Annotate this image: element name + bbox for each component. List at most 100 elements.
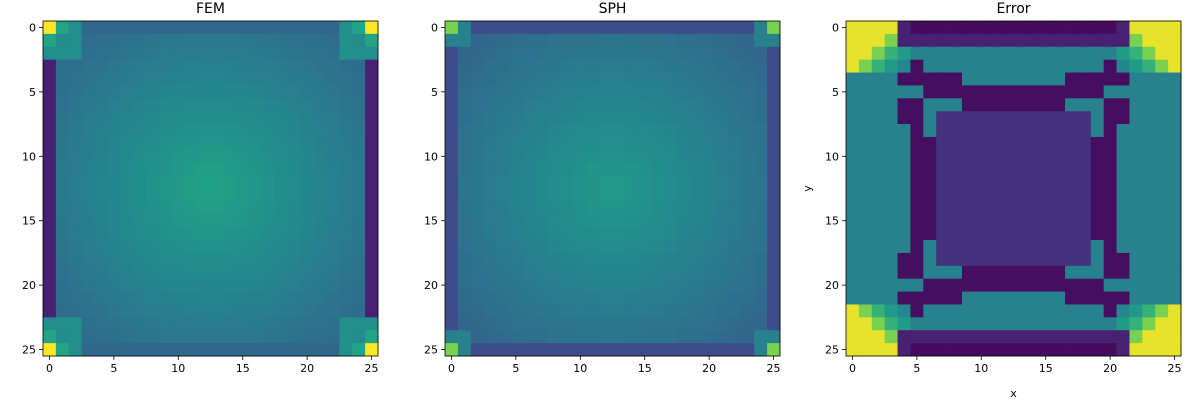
- heatmap-cell: [1103, 72, 1117, 86]
- heatmap-cell: [184, 124, 199, 138]
- heatmap-cell: [158, 98, 173, 112]
- heatmap-cell: [1026, 85, 1040, 99]
- heatmap-cell: [573, 21, 588, 35]
- heatmap-cell: [184, 111, 199, 125]
- heatmap-cell: [68, 278, 83, 292]
- heatmap-cell: [599, 162, 613, 177]
- heatmap-cell: [910, 278, 924, 292]
- heatmap-cell: [974, 240, 989, 254]
- heatmap-cell: [871, 330, 886, 344]
- heatmap-cell: [470, 21, 485, 35]
- heatmap-cell: [262, 240, 276, 254]
- heatmap-cell: [702, 240, 716, 254]
- heatmap-cell: [339, 136, 353, 151]
- heatmap-cell: [741, 343, 755, 357]
- heatmap-cell: [107, 278, 121, 292]
- heatmap-cell: [625, 317, 639, 331]
- heatmap-cell: [560, 59, 575, 73]
- heatmap-cell: [81, 149, 95, 164]
- heatmap-cell: [1142, 343, 1156, 357]
- heatmap-cell: [884, 136, 898, 151]
- heatmap-cell: [210, 46, 224, 61]
- heatmap-cell: [184, 330, 199, 344]
- heatmap-cell: [949, 111, 963, 125]
- heatmap-cell: [754, 46, 768, 61]
- heatmap-cell: [120, 33, 134, 48]
- heatmap-cell: [352, 330, 366, 344]
- heatmap-cell: [689, 136, 704, 151]
- heatmap-cell: [884, 162, 898, 177]
- heatmap-cell: [457, 59, 472, 73]
- heatmap-cell: [910, 149, 924, 164]
- heatmap-cell: [1052, 304, 1066, 318]
- heatmap-cell: [858, 162, 873, 177]
- heatmap-cell: [68, 149, 83, 164]
- heatmap-cell: [120, 21, 134, 35]
- heatmap-cell: [287, 317, 302, 331]
- heatmap-cell: [313, 124, 327, 138]
- heatmap-cell: [974, 317, 989, 331]
- heatmap-cell: [586, 188, 601, 202]
- heatmap-cell: [560, 201, 575, 215]
- heatmap-cell: [496, 175, 510, 189]
- heatmap-cell: [586, 278, 601, 292]
- heatmap-cell: [483, 59, 497, 73]
- heatmap-cell: [923, 162, 937, 177]
- heatmap-cell: [210, 343, 224, 357]
- heatmap-cell: [1129, 214, 1143, 228]
- heatmap-cell: [1090, 227, 1105, 241]
- heatmap-cell: [573, 214, 588, 228]
- heatmap-cell: [1052, 188, 1066, 202]
- heatmap-cell: [223, 175, 237, 189]
- heatmap-cell: [910, 72, 924, 86]
- heatmap-cell: [483, 162, 497, 177]
- heatmap-cell: [651, 240, 665, 254]
- heatmap-cell: [55, 72, 70, 86]
- heatmap-cell: [365, 149, 379, 164]
- heatmap-cell: [535, 98, 549, 112]
- heatmap-cell: [274, 85, 289, 99]
- heatmap-cell: [210, 317, 224, 331]
- heatmap-cell: [300, 162, 314, 177]
- heatmap-cell: [961, 124, 976, 138]
- heatmap-cell: [846, 317, 860, 331]
- heatmap-cell: [1168, 59, 1182, 73]
- heatmap-cell: [197, 46, 211, 61]
- heatmap-cell: [586, 175, 601, 189]
- heatmap-cell: [1168, 317, 1182, 331]
- heatmap-cell: [522, 175, 536, 189]
- heatmap-cell: [287, 304, 302, 318]
- heatmap-cell: [949, 21, 963, 35]
- heatmap-cell: [197, 317, 211, 331]
- heatmap-cell: [339, 291, 353, 305]
- heatmap-cell: [352, 124, 366, 138]
- heatmap-cell: [1168, 149, 1182, 164]
- heatmap-cell: [638, 124, 652, 138]
- heatmap-cell: [365, 201, 379, 215]
- heatmap-cell: [1090, 72, 1105, 86]
- heatmap-cell: [300, 136, 314, 151]
- heatmap-cell: [651, 214, 665, 228]
- heatmap-cell: [586, 21, 601, 35]
- y-tick-label: 15: [424, 215, 438, 228]
- heatmap-cell: [858, 33, 873, 48]
- heatmap-cell: [923, 59, 937, 73]
- heatmap-cell: [509, 201, 523, 215]
- heatmap-cell: [884, 188, 898, 202]
- heatmap-cell: [702, 330, 716, 344]
- heatmap-cell: [68, 162, 83, 177]
- heatmap-cell: [638, 85, 652, 99]
- heatmap-cell: [184, 136, 199, 151]
- heatmap-cell: [287, 111, 302, 125]
- heatmap-cell: [535, 330, 549, 344]
- heatmap-cell: [961, 21, 976, 35]
- heatmap-cell: [133, 175, 147, 189]
- heatmap-cell: [961, 175, 976, 189]
- heatmap-cell: [897, 214, 911, 228]
- heatmap-cell: [184, 227, 199, 241]
- heatmap-cell: [1155, 33, 1169, 48]
- heatmap-cell: [612, 265, 626, 280]
- heatmap-cell: [689, 304, 704, 318]
